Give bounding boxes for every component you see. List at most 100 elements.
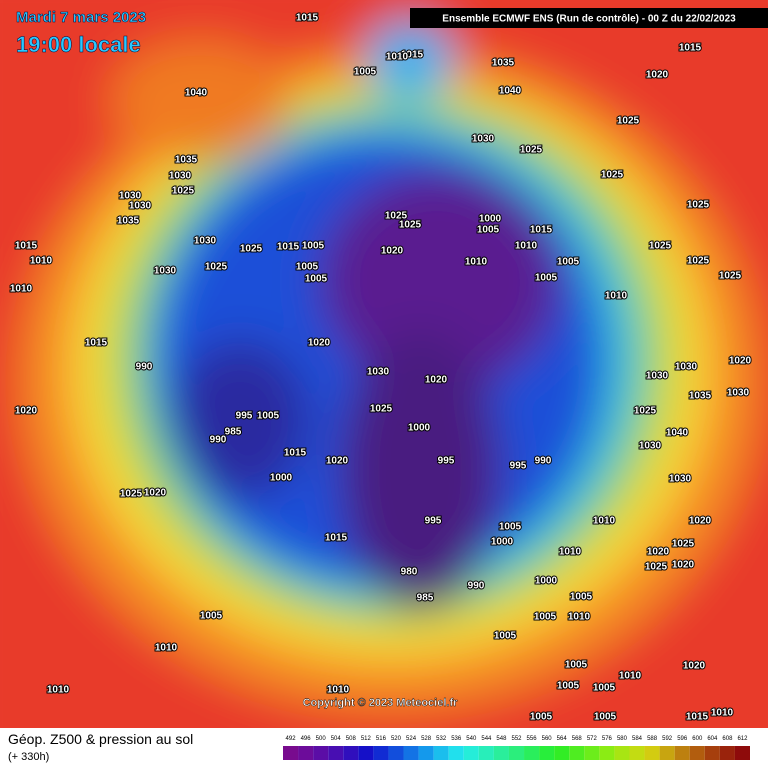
isobar-label: 1030 xyxy=(367,367,390,378)
isobar-label: 1015 xyxy=(530,225,553,236)
isobar-label: 1030 xyxy=(154,266,177,277)
isobar-label: 1035 xyxy=(175,155,198,166)
isobar-label: 1010 xyxy=(47,685,70,696)
isobar-label: 1025 xyxy=(687,256,710,267)
isobar-label: 995 xyxy=(425,516,442,527)
isobar-label: 1025 xyxy=(617,116,640,127)
isobar-label: 1030 xyxy=(169,171,192,182)
isobar-label: 1030 xyxy=(119,191,142,202)
isobar-label: 1025 xyxy=(399,220,422,231)
scale-label: 516 xyxy=(376,736,387,742)
isobar-label: 1020 xyxy=(15,406,38,417)
isobar-label: 1015 xyxy=(15,241,38,252)
isobar-label: 1010 xyxy=(386,52,409,63)
scale-cell xyxy=(343,746,359,760)
scale-cell xyxy=(283,746,299,760)
isobar-label: 1005 xyxy=(302,241,325,252)
isobar-label: 1005 xyxy=(354,67,377,78)
scale-cell xyxy=(463,746,479,760)
isobar-label: 1000 xyxy=(491,537,514,548)
isobar-label: 1005 xyxy=(477,225,500,236)
run-info: Ensemble ECMWF ENS (Run de contrôle) - 0… xyxy=(442,14,736,25)
scale-label: 564 xyxy=(557,736,568,742)
isobar-label: 1025 xyxy=(649,241,672,252)
isobar-label: 990 xyxy=(210,435,227,446)
isobar-label: 1015 xyxy=(85,338,108,349)
scale-cell xyxy=(734,746,750,760)
scale-label: 508 xyxy=(346,736,357,742)
isobar-label: 1025 xyxy=(719,271,742,282)
scale-cell xyxy=(644,746,660,760)
isobar-label: 1005 xyxy=(499,522,522,533)
scale-cell xyxy=(569,746,585,760)
scale-cell xyxy=(659,746,675,760)
scale-cell xyxy=(418,746,434,760)
scale-label: 556 xyxy=(527,736,538,742)
isobar-label: 1000 xyxy=(270,473,293,484)
scale-cell xyxy=(388,746,404,760)
scale-cell xyxy=(433,746,449,760)
isobar-label: 1010 xyxy=(568,612,591,623)
isobar-label: 1005 xyxy=(593,683,616,694)
color-scale: 492 496 500 504 508 512 516 520 524 528 532 536 540 5… xyxy=(283,736,750,760)
copyright: Copyright © 2023 Meteociel.fr xyxy=(303,697,459,709)
isobar-label: 1020 xyxy=(144,488,167,499)
scale-cell xyxy=(629,746,645,760)
isobar-label: 1010 xyxy=(593,516,616,527)
isobar-label: 1030 xyxy=(727,388,750,399)
isobar-label: 1030 xyxy=(639,441,662,452)
isobar-label: 1010 xyxy=(711,708,734,719)
scale-label: 504 xyxy=(331,736,342,742)
isobar-label: 995 xyxy=(438,456,455,467)
isobar-label: 1020 xyxy=(647,547,670,558)
isobar-label: 1015 xyxy=(277,242,300,253)
isobar-label: 1010 xyxy=(155,643,178,654)
scale-label: 592 xyxy=(662,736,673,742)
isobar-label: 1025 xyxy=(634,406,657,417)
scale-cell xyxy=(493,746,509,760)
isobar-label: 995 xyxy=(510,461,527,472)
scale-label: 536 xyxy=(451,736,462,742)
isobar-label: 1040 xyxy=(499,86,522,97)
isobar-label: 990 xyxy=(468,581,485,592)
scale-label: 600 xyxy=(692,736,703,742)
isobar-label: 985 xyxy=(225,427,242,438)
scale-label: 528 xyxy=(421,736,432,742)
run-banner xyxy=(410,8,768,28)
scale-cell xyxy=(328,746,344,760)
scale-label: 496 xyxy=(301,736,312,742)
isobar-label: 1005 xyxy=(557,681,580,692)
isobar-label: 1020 xyxy=(646,70,669,81)
isobar-label: 1035 xyxy=(492,58,515,69)
isobar-label: 1020 xyxy=(425,375,448,386)
scale-label: 580 xyxy=(617,736,628,742)
isobar-label: 1025 xyxy=(120,489,143,500)
isobar-label: 980 xyxy=(401,567,418,578)
isobar-label: 1040 xyxy=(666,428,689,439)
scale-label: 572 xyxy=(587,736,598,742)
isobar-label: 1030 xyxy=(194,236,217,247)
isobar-label: 1015 xyxy=(325,533,348,544)
isobar-label: 1025 xyxy=(385,211,408,222)
isobar-label: 1025 xyxy=(520,145,543,156)
isobar-label: 1000 xyxy=(535,576,558,587)
scale-label: 588 xyxy=(647,736,658,742)
isobar-label: 1035 xyxy=(689,391,712,402)
isobar-label: 1015 xyxy=(296,13,319,24)
scale-cell xyxy=(584,746,600,760)
isobar-label: 1005 xyxy=(594,712,617,723)
isobar-label: 1030 xyxy=(669,474,692,485)
isobar-label: 1020 xyxy=(672,560,695,571)
scale-cell xyxy=(719,746,735,760)
isobar-label: 1040 xyxy=(185,88,208,99)
isobar-label: 1025 xyxy=(172,186,195,197)
isobar-label: 1010 xyxy=(515,241,538,252)
isobar-label: 1005 xyxy=(530,712,553,723)
footer-lead: (+ 330h) xyxy=(8,751,49,763)
isobar-label: 1020 xyxy=(326,456,349,467)
isobar-label: 1020 xyxy=(729,356,752,367)
scale-cell xyxy=(373,746,389,760)
scale-label: 544 xyxy=(481,736,492,742)
isobar-label: 1015 xyxy=(679,43,702,54)
